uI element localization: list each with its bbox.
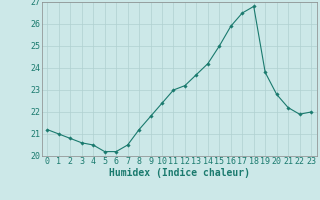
X-axis label: Humidex (Indice chaleur): Humidex (Indice chaleur) <box>109 168 250 178</box>
